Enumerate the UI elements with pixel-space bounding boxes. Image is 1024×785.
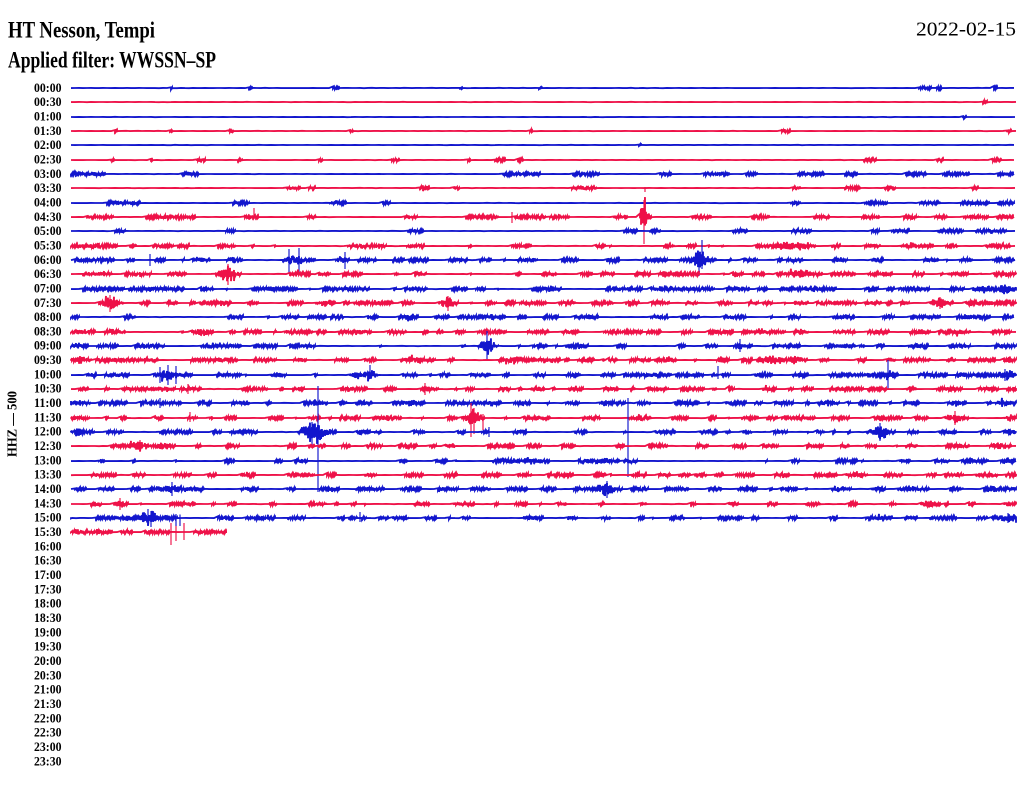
svg-text:10:30: 10:30 [34,381,62,396]
svg-text:21:00: 21:00 [34,682,62,697]
svg-text:15:00: 15:00 [34,510,62,525]
svg-text:15:30: 15:30 [34,524,62,539]
svg-text:17:00: 17:00 [34,567,62,582]
svg-text:08:30: 08:30 [34,323,62,338]
svg-text:09:30: 09:30 [34,352,62,367]
svg-text:16:00: 16:00 [34,538,62,553]
svg-text:10:00: 10:00 [34,366,62,381]
svg-text:20:00: 20:00 [34,653,62,668]
svg-text:03:30: 03:30 [34,180,62,195]
svg-text:14:30: 14:30 [34,495,62,510]
svg-text:02:00: 02:00 [34,137,62,152]
svg-text:12:30: 12:30 [34,438,62,453]
svg-text:12:00: 12:00 [34,424,62,439]
svg-text:06:30: 06:30 [34,266,62,281]
svg-text:01:30: 01:30 [34,123,62,138]
svg-text:07:00: 07:00 [34,280,62,295]
svg-text:22:00: 22:00 [34,710,62,725]
svg-text:19:30: 19:30 [34,639,62,654]
svg-text:08:00: 08:00 [34,309,62,324]
svg-text:HT Nesson, Tempi: HT Nesson, Tempi [8,18,155,43]
svg-text:Applied filter: WWSSN–SP: Applied filter: WWSSN–SP [8,48,216,73]
svg-text:21:30: 21:30 [34,696,62,711]
svg-text:02:30: 02:30 [34,152,62,167]
svg-text:11:00: 11:00 [34,395,62,410]
svg-text:09:00: 09:00 [34,338,62,353]
svg-text:04:30: 04:30 [34,209,62,224]
svg-text:05:00: 05:00 [34,223,62,238]
svg-text:04:00: 04:00 [34,194,62,209]
svg-text:13:00: 13:00 [34,452,62,467]
svg-text:19:00: 19:00 [34,624,62,639]
svg-text:06:00: 06:00 [34,252,62,267]
svg-text:00:00: 00:00 [34,80,62,95]
svg-text:16:30: 16:30 [34,553,62,568]
svg-text:22:30: 22:30 [34,725,62,740]
svg-text:HHZ — 500: HHZ — 500 [5,391,20,457]
svg-text:17:30: 17:30 [34,581,62,596]
svg-text:18:30: 18:30 [34,610,62,625]
svg-text:23:00: 23:00 [34,739,62,754]
svg-text:05:30: 05:30 [34,237,62,252]
svg-text:2022-02-15: 2022-02-15 [916,19,1016,41]
svg-text:07:30: 07:30 [34,295,62,310]
svg-text:13:30: 13:30 [34,467,62,482]
svg-text:20:30: 20:30 [34,667,62,682]
svg-text:11:30: 11:30 [34,409,62,424]
svg-text:01:00: 01:00 [34,109,62,124]
svg-text:03:00: 03:00 [34,166,62,181]
svg-text:23:30: 23:30 [34,753,62,768]
svg-text:18:00: 18:00 [34,596,62,611]
svg-text:14:00: 14:00 [34,481,62,496]
svg-text:00:30: 00:30 [34,94,62,109]
